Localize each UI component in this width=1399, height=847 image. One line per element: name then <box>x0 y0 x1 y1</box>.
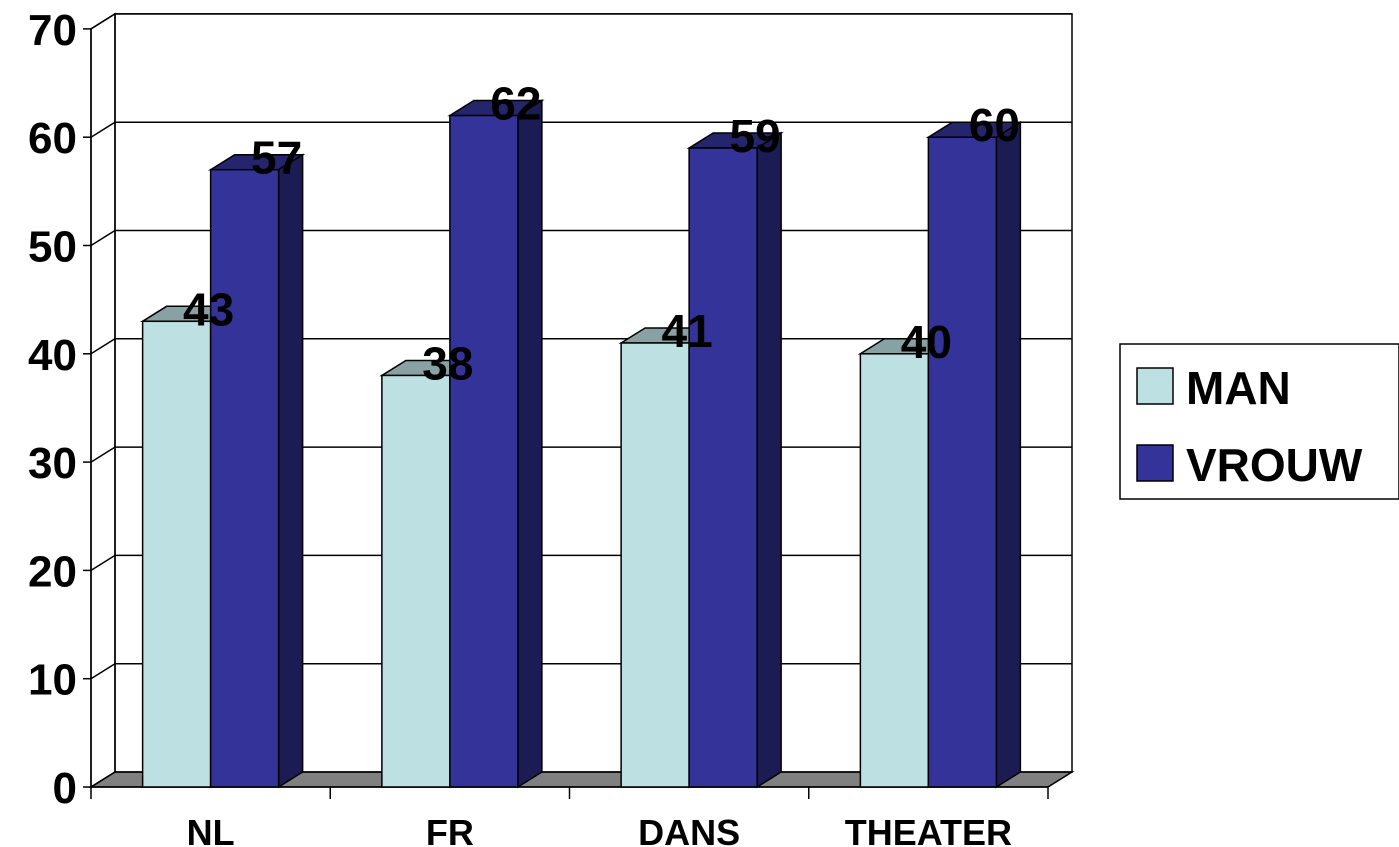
data-label: 43 <box>183 283 234 335</box>
y-tick-label: 0 <box>53 764 77 813</box>
bar-side <box>517 99 543 789</box>
data-label: 57 <box>251 132 302 184</box>
gridline-side <box>90 121 116 138</box>
y-tick-label: 10 <box>28 656 77 705</box>
y-tick-label: 60 <box>28 114 77 163</box>
bar-side <box>995 120 1022 789</box>
bar-side <box>277 153 304 789</box>
data-label: 59 <box>730 110 781 162</box>
x-tick-label: NL <box>187 812 235 847</box>
data-label: 41 <box>662 305 713 357</box>
y-tick-label: 30 <box>28 439 77 488</box>
bar <box>859 353 930 788</box>
bar <box>620 342 690 788</box>
bar <box>209 168 280 788</box>
data-label: 60 <box>969 99 1020 151</box>
bar <box>688 147 758 788</box>
gridline-side <box>90 229 116 247</box>
gridline-side <box>90 338 116 355</box>
bar-side <box>756 131 782 789</box>
data-label: 40 <box>901 316 952 368</box>
legend-label: VROUW <box>1186 439 1363 491</box>
x-tick-label: THEATER <box>845 812 1012 847</box>
legend: MAN VROUW <box>1119 343 1399 500</box>
legend-swatch <box>1136 444 1174 482</box>
y-tick-label: 70 <box>28 6 77 55</box>
gridline-side <box>90 446 116 463</box>
y-tick-label: 40 <box>28 331 77 380</box>
gridline-side <box>90 554 116 572</box>
legend-swatch <box>1136 367 1174 405</box>
bar <box>927 136 998 788</box>
x-axis: NL FR DANS THEATER <box>90 786 1049 847</box>
bars <box>140 99 1023 789</box>
y-tick-label: 20 <box>28 547 77 596</box>
bar <box>141 320 212 788</box>
y-tick-label: 50 <box>28 223 77 272</box>
legend-label: MAN <box>1186 362 1291 414</box>
bar <box>449 114 519 788</box>
bar <box>381 374 451 788</box>
gridline-side <box>90 13 116 30</box>
x-tick-label: DANS <box>638 812 740 847</box>
data-label: 62 <box>490 78 541 130</box>
y-axis: 0 10 20 30 40 50 60 70 <box>28 6 92 813</box>
gridline-side <box>90 663 116 680</box>
x-tick-label: FR <box>426 812 474 847</box>
data-labels: 43 57 38 62 41 59 40 60 <box>183 78 1020 390</box>
data-label: 38 <box>422 337 473 389</box>
